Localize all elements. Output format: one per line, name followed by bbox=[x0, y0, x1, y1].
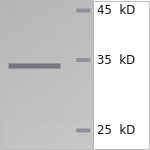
FancyBboxPatch shape bbox=[76, 129, 90, 132]
FancyBboxPatch shape bbox=[76, 58, 90, 62]
Bar bbox=[93, 0, 150, 150]
Text: 25  kD: 25 kD bbox=[97, 124, 135, 137]
FancyBboxPatch shape bbox=[9, 63, 60, 69]
FancyBboxPatch shape bbox=[76, 9, 90, 12]
Text: 45  kD: 45 kD bbox=[97, 4, 135, 17]
Text: 35  kD: 35 kD bbox=[97, 54, 135, 66]
